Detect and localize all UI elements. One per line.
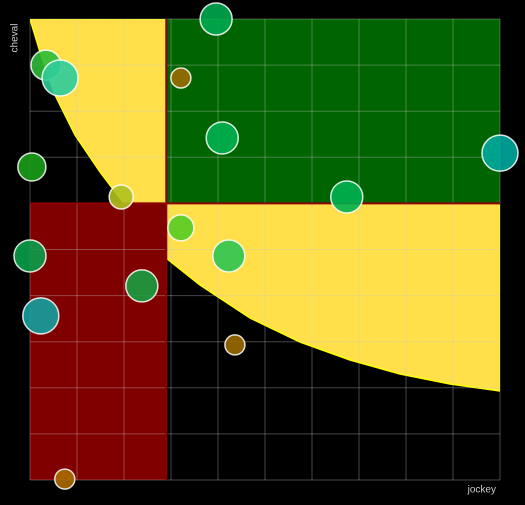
bubble	[212, 239, 246, 273]
y-axis-label: cheval	[10, 24, 21, 53]
bubble	[54, 468, 76, 490]
high-quadrant	[166, 19, 501, 204]
bubble	[199, 2, 233, 36]
bubble	[41, 59, 79, 97]
bubble	[330, 180, 364, 214]
bubble	[13, 239, 47, 273]
bubble	[108, 184, 134, 210]
bubble	[125, 269, 159, 303]
bubble	[205, 121, 239, 155]
x-axis-label: jockey	[467, 485, 496, 496]
bubble	[17, 152, 47, 182]
bubble	[224, 334, 246, 356]
bubble	[170, 67, 192, 89]
low-quadrant	[30, 203, 167, 480]
bubble	[167, 214, 195, 242]
bubble	[22, 297, 60, 335]
bubble	[481, 134, 519, 172]
